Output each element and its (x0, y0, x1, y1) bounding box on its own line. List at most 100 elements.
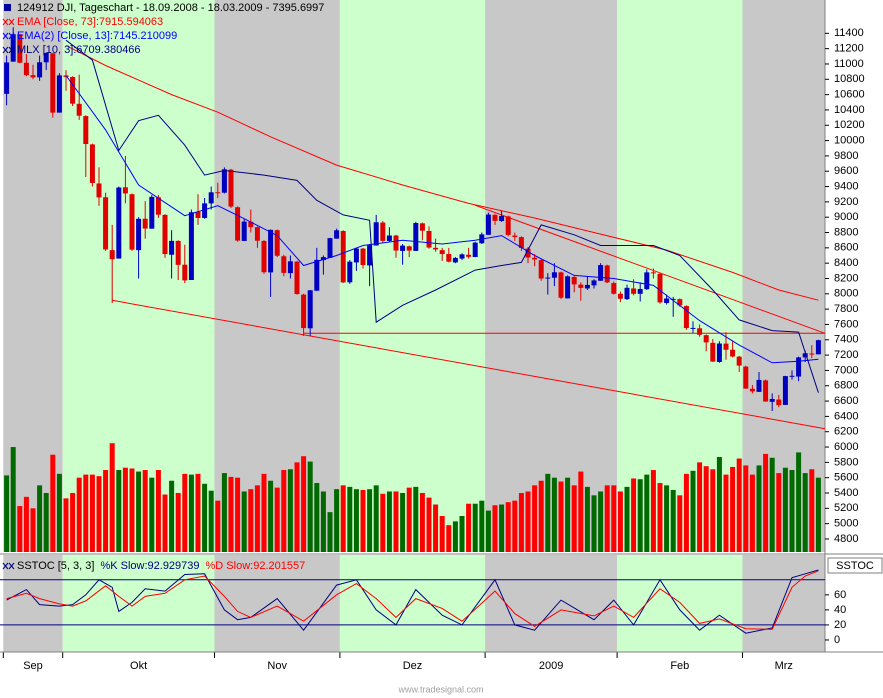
candle-body (268, 229, 274, 273)
month-band (485, 555, 618, 652)
x-tick-label: Feb (670, 660, 689, 672)
candle-body (604, 265, 610, 283)
volume-bar (162, 494, 168, 552)
volume-bar (677, 495, 683, 552)
volume-bar (743, 465, 749, 552)
candle-body (149, 196, 155, 229)
candle-body (749, 388, 755, 392)
y-tick-label: 20 (834, 619, 846, 631)
legend-entry: EMA(2) [Close, 13]:7145.210099 (17, 30, 177, 42)
candle-body (327, 238, 333, 258)
volume-bar (347, 486, 353, 552)
candle-body (538, 260, 544, 279)
candle-body (334, 230, 340, 239)
candle-body (426, 230, 432, 248)
month-band (214, 0, 340, 552)
legend-entry: %D Slow:92.201557 (206, 560, 306, 572)
volume-bar (241, 491, 247, 552)
y-tick-label: 6400 (834, 410, 858, 422)
x-tick-label: Dez (403, 660, 423, 672)
volume-bar (63, 498, 69, 552)
candle-body (43, 53, 49, 63)
volume-bar (70, 493, 76, 552)
volume-bar (37, 485, 43, 552)
candle-body (367, 245, 373, 266)
volume-bar (439, 515, 445, 552)
candle-body (347, 261, 353, 283)
volume-bar (426, 497, 432, 552)
candle-body (281, 256, 287, 273)
candle-body (373, 222, 379, 246)
candle-body (103, 197, 109, 250)
month-band (485, 0, 618, 552)
candle-body (710, 342, 716, 362)
volume-bar (433, 504, 439, 552)
volume-bar (518, 493, 524, 552)
candle-body (400, 245, 406, 251)
candle-body (584, 284, 590, 289)
volume-bar (386, 491, 392, 552)
volume-bar (340, 485, 346, 552)
candle-body (439, 250, 445, 255)
candle-body (743, 366, 749, 389)
volume-bar (538, 480, 544, 552)
candle-body (307, 290, 313, 329)
volume-bar (221, 473, 227, 552)
volume-bar (274, 487, 280, 552)
y-tick-label: 7000 (834, 364, 858, 376)
candle-body (532, 257, 538, 260)
candle-body (492, 214, 498, 221)
volume-bar (769, 457, 775, 552)
candle-body (169, 240, 175, 255)
stochastic-line (6, 569, 819, 634)
legend-icon (2, 18, 15, 26)
volume-bar (809, 469, 815, 552)
volume-bar (360, 489, 366, 552)
candle-body (129, 194, 135, 250)
volume-bar (320, 491, 326, 552)
candle-body (294, 261, 300, 295)
y-tick-label: 11000 (834, 58, 864, 70)
volume-bar (169, 480, 175, 552)
volume-bar (604, 485, 610, 552)
candle-body (769, 399, 775, 402)
candle-body (406, 246, 412, 251)
y-tick-label: 8600 (834, 242, 858, 254)
y-tick-label: 8000 (834, 288, 858, 300)
indicator-line (65, 75, 819, 364)
candle-body (182, 264, 188, 281)
volume-bar (56, 473, 62, 552)
candle-body (611, 283, 617, 294)
candle-body (809, 353, 815, 355)
candle-body (644, 272, 650, 290)
volume-bar (228, 476, 234, 552)
volume-bar (578, 471, 584, 552)
candle-body (89, 144, 95, 183)
candle-body (23, 62, 29, 76)
y-tick-label: 7800 (834, 303, 858, 315)
legend-icon (2, 32, 15, 40)
volume-bar (393, 491, 399, 552)
candle-body (452, 257, 458, 263)
volume-bar (96, 476, 102, 552)
volume-bar (353, 489, 359, 552)
candle-body (142, 218, 148, 229)
candle-body (565, 276, 571, 299)
volume-bar (584, 486, 590, 552)
volume-bar (327, 512, 333, 552)
y-tick-label: 60 (834, 589, 846, 601)
candle-body (76, 103, 82, 116)
y-tick-label: 6000 (834, 441, 858, 453)
candle-body (505, 216, 511, 235)
y-tick-label: 6800 (834, 380, 858, 392)
candle-body (162, 214, 168, 255)
volume-bar (479, 500, 485, 552)
month-band (3, 555, 63, 652)
volume-bar (215, 500, 221, 552)
volume-bar (716, 456, 722, 552)
y-tick-label: 7400 (834, 334, 858, 346)
candle-body (631, 288, 637, 294)
y-tick-label: 10600 (834, 89, 865, 101)
legend-icon (2, 46, 15, 54)
candle-body (545, 277, 551, 279)
